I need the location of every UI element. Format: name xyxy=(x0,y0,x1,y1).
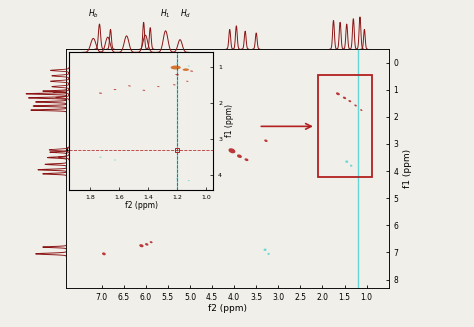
Y-axis label: f1 (ppm): f1 (ppm) xyxy=(225,105,234,137)
Ellipse shape xyxy=(245,158,248,161)
Ellipse shape xyxy=(267,253,270,255)
Ellipse shape xyxy=(114,89,117,90)
Ellipse shape xyxy=(228,148,236,153)
Ellipse shape xyxy=(145,243,148,246)
Ellipse shape xyxy=(143,90,146,91)
Ellipse shape xyxy=(343,96,346,99)
Text: $H_b$: $H_b$ xyxy=(88,8,99,20)
Ellipse shape xyxy=(150,241,153,243)
Ellipse shape xyxy=(99,93,102,94)
Ellipse shape xyxy=(350,165,352,167)
Ellipse shape xyxy=(128,85,131,86)
Text: $H_d$: $H_d$ xyxy=(180,8,191,20)
Ellipse shape xyxy=(175,74,179,75)
Text: $H_a$: $H_a$ xyxy=(65,146,78,158)
Ellipse shape xyxy=(171,65,181,69)
Ellipse shape xyxy=(345,161,348,163)
Ellipse shape xyxy=(188,180,190,181)
Ellipse shape xyxy=(237,154,242,158)
Ellipse shape xyxy=(360,109,363,111)
Ellipse shape xyxy=(176,178,178,179)
Ellipse shape xyxy=(114,160,116,161)
Ellipse shape xyxy=(102,252,106,255)
Ellipse shape xyxy=(173,84,176,85)
Ellipse shape xyxy=(100,157,102,158)
Ellipse shape xyxy=(168,160,172,163)
Ellipse shape xyxy=(354,105,357,106)
Ellipse shape xyxy=(336,92,340,95)
Ellipse shape xyxy=(348,100,351,102)
Ellipse shape xyxy=(176,63,178,64)
Ellipse shape xyxy=(173,164,176,167)
Text: $H_1$: $H_1$ xyxy=(160,8,171,20)
Bar xyxy=(318,75,372,177)
X-axis label: f2 (ppm): f2 (ppm) xyxy=(208,304,247,313)
Ellipse shape xyxy=(186,81,189,82)
Ellipse shape xyxy=(157,86,160,87)
Ellipse shape xyxy=(264,249,266,251)
Ellipse shape xyxy=(264,139,268,142)
Ellipse shape xyxy=(182,68,189,71)
Ellipse shape xyxy=(190,71,193,72)
Ellipse shape xyxy=(139,244,144,247)
X-axis label: f2 (ppm): f2 (ppm) xyxy=(125,201,157,210)
Y-axis label: f1 (ppm): f1 (ppm) xyxy=(402,149,411,188)
